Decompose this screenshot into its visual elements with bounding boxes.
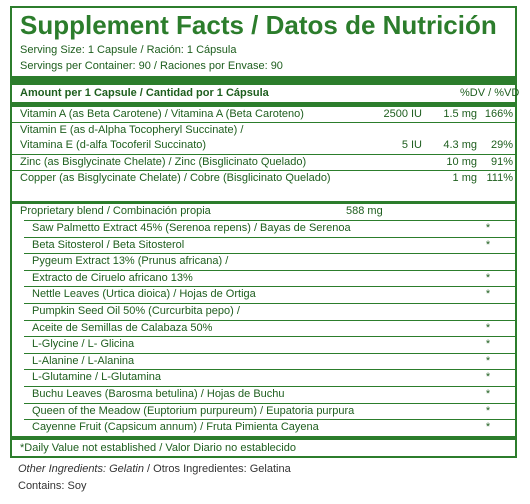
blend-item-name: L-Glutamine / L-Glutamina <box>32 371 161 384</box>
blend-item-dv: * <box>485 271 491 284</box>
blend-item-dv: * <box>485 288 491 301</box>
blend-item-row: Buchu Leaves (Barosma betulina) / Hojas … <box>24 386 515 402</box>
supplement-facts-panel: Supplement Facts / Datos de Nutrición Se… <box>10 6 520 458</box>
blend-item-row: Pygeum Extract 13% (Prunus africana) / <box>24 253 515 269</box>
nutrient-name: Vitamin A (as Beta Carotene) / Vitamina … <box>20 108 304 120</box>
nutrient-iu: 5 IU <box>401 139 422 151</box>
other-ingredients: Other Ingredients: Gelatin / Otros Ingre… <box>18 463 291 475</box>
blend-divider <box>12 201 515 204</box>
nutrient-name: Zinc (as Bisglycinate Chelate) / Zinc (B… <box>20 156 307 168</box>
nutrient-name: Vitamina E (d-alfa Tocoferil Succinato) <box>20 139 207 151</box>
nutrient-dv: 166% <box>484 108 513 120</box>
blend-item-row: Nettle Leaves (Urtica dioica) / Hojas de… <box>24 286 515 302</box>
blend-item-name: Beta Sitosterol / Beta Sitosterol <box>32 238 185 251</box>
blend-item-name: Queen of the Meadow (Euptorium purpureum… <box>32 404 355 417</box>
blend-item-dv: * <box>485 354 491 367</box>
blend-item-dv: * <box>485 238 491 251</box>
blend-amount: 588 mg <box>346 205 383 217</box>
nutrient-dv: 29% <box>490 139 513 151</box>
blend-item-row: Beta Sitosterol / Beta Sitosterol * <box>24 236 515 253</box>
nutrient-dv: 111% <box>486 172 513 184</box>
blend-item-name: L-Glycine / L- Glicina <box>32 338 135 351</box>
blend-item-dv: * <box>485 421 491 434</box>
dv-header: %DV / %VD <box>460 87 520 99</box>
blend-item-dv: * <box>485 388 491 400</box>
nutrient-mg: 1.5 mg <box>443 108 477 120</box>
blend-item-name: Aceite de Semillas de Calabaza 50% <box>32 321 213 334</box>
blend-item-name: Nettle Leaves (Urtica dioica) / Hojas de… <box>32 288 256 301</box>
blend-item-name: Extracto de Ciruelo africano 13% <box>32 271 193 284</box>
blend-item-dv: * <box>485 371 491 384</box>
nutrient-dv: 91% <box>490 156 513 168</box>
blend-item-dv: * <box>485 404 491 417</box>
blend-item-name: Pumpkin Seed Oil 50% (Curcurbita pepo) / <box>32 305 240 317</box>
blend-item-name: Pygeum Extract 13% (Prunus africana) / <box>32 255 229 268</box>
blend-item-row: Queen of the Meadow (Euptorium purpureum… <box>24 402 515 419</box>
nutrient-row: Vitamin E (as d-Alpha Tocopheryl Succina… <box>12 122 515 138</box>
contains: Contains: Soy <box>18 480 87 492</box>
blend-item-row: Saw Palmetto Extract 45% (Serenoa repens… <box>24 220 515 236</box>
blend-item-name: L-Alanine / L-Alanina <box>32 354 135 367</box>
other-ingredients-label: Other Ingredients: Gelatin <box>18 463 144 475</box>
blend-item-dv: * <box>485 338 491 351</box>
blend-row: Proprietary blend / Combinación propia 58… <box>12 204 515 220</box>
footnote: *Daily Value not established / Valor Dia… <box>20 442 296 454</box>
blend-item-row: Aceite de Semillas de Calabaza 50% * <box>24 319 515 336</box>
blend-item-row: L-Glycine / L- Glicina * <box>24 336 515 352</box>
blend-item-dv: * <box>485 321 491 334</box>
blend-item-row: L-Glutamine / L-Glutamina * <box>24 369 515 385</box>
blend-item-dv: * <box>485 222 491 234</box>
nutrient-mg: 4.3 mg <box>443 139 477 151</box>
nutrient-row: Vitamina E (d-alfa Tocoferil Succinato) 5… <box>12 138 515 154</box>
blend-item-row: Cayenne Fruit (Capsicum annum) / Fruta P… <box>24 419 515 435</box>
bottom-divider <box>12 436 515 440</box>
blend-item-row: Extracto de Ciruelo africano 13% * <box>24 269 515 286</box>
servings-per-container: Servings per Container: 90 / Raciones po… <box>20 60 283 72</box>
nutrient-name: Vitamin E (as d-Alpha Tocopheryl Succina… <box>20 124 244 136</box>
blend-item-row: L-Alanine / L-Alanina * <box>24 352 515 369</box>
nutrient-iu: 2500 IU <box>383 108 422 120</box>
amount-header: Amount per 1 Capsule / Cantidad por 1 Cá… <box>20 87 269 99</box>
nutrient-row: Copper (as Bisglycinate Chelate) / Cobre… <box>12 170 515 186</box>
thick-divider <box>12 76 515 85</box>
blend-item-row: Pumpkin Seed Oil 50% (Curcurbita pepo) / <box>24 303 515 319</box>
blend-item-name: Buchu Leaves (Barosma betulina) / Hojas … <box>32 388 285 400</box>
panel-title: Supplement Facts / Datos de Nutrición <box>20 10 497 40</box>
blend-item-name: Cayenne Fruit (Capsicum annum) / Fruta P… <box>32 421 319 434</box>
nutrient-mg: 10 mg <box>446 156 477 168</box>
nutrient-name: Copper (as Bisglycinate Chelate) / Cobre… <box>20 172 331 184</box>
nutrient-mg: 1 mg <box>452 172 477 184</box>
blend-item-name: Saw Palmetto Extract 45% (Serenoa repens… <box>32 222 351 234</box>
serving-size: Serving Size: 1 Capsule / Ración: 1 Cáps… <box>20 44 237 56</box>
medium-divider <box>12 102 515 106</box>
other-ingredients-rest: / Otros Ingredientes: Gelatina <box>143 463 291 475</box>
nutrient-row: Vitamin A (as Beta Carotene) / Vitamina … <box>12 106 515 122</box>
blend-name: Proprietary blend / Combinación propia <box>20 205 211 217</box>
nutrient-row: Zinc (as Bisglycinate Chelate) / Zinc (B… <box>12 154 515 170</box>
